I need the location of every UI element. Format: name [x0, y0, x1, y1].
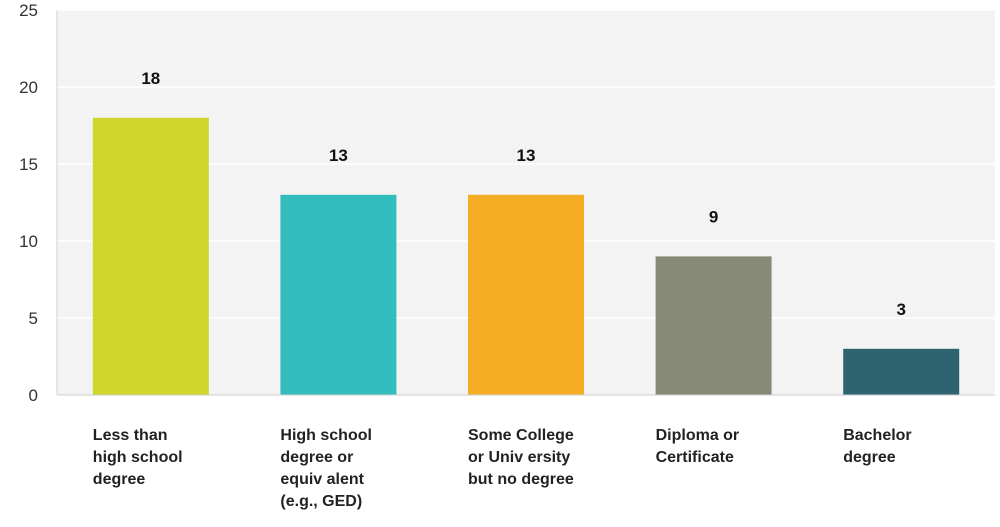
x-axis: Less than high school degree High school deg… [57, 394, 995, 510]
bar [280, 194, 397, 395]
y-tick-label: 15 [19, 155, 38, 174]
x-category-label: High school degree or equiv alent (e.g., GE… [280, 427, 372, 510]
data-label: 9 [709, 207, 718, 226]
x-category-label: Some College or Univ ersity but no degree [468, 427, 574, 488]
x-category-label: Bachelor degree [843, 427, 911, 466]
x-category-label: Diploma or Certificate [656, 427, 740, 466]
y-tick-label: 0 [29, 386, 38, 405]
y-tick-label: 20 [19, 78, 38, 97]
y-tick-label: 25 [19, 1, 38, 20]
bars [92, 117, 960, 396]
x-category-label: Less than high school degree [93, 427, 183, 488]
data-label: 13 [517, 146, 536, 165]
y-tick-label: 10 [19, 232, 38, 251]
data-label: 3 [896, 300, 905, 319]
bar [655, 256, 772, 395]
data-label: 13 [329, 146, 348, 165]
data-labels: 18 13 13 9 3 [141, 69, 906, 319]
y-tick-label: 5 [29, 309, 38, 328]
bar [843, 348, 960, 395]
data-label: 18 [141, 69, 160, 88]
y-axis: 0 5 10 15 20 25 [19, 1, 58, 405]
bar [92, 117, 209, 396]
bar [468, 194, 584, 395]
